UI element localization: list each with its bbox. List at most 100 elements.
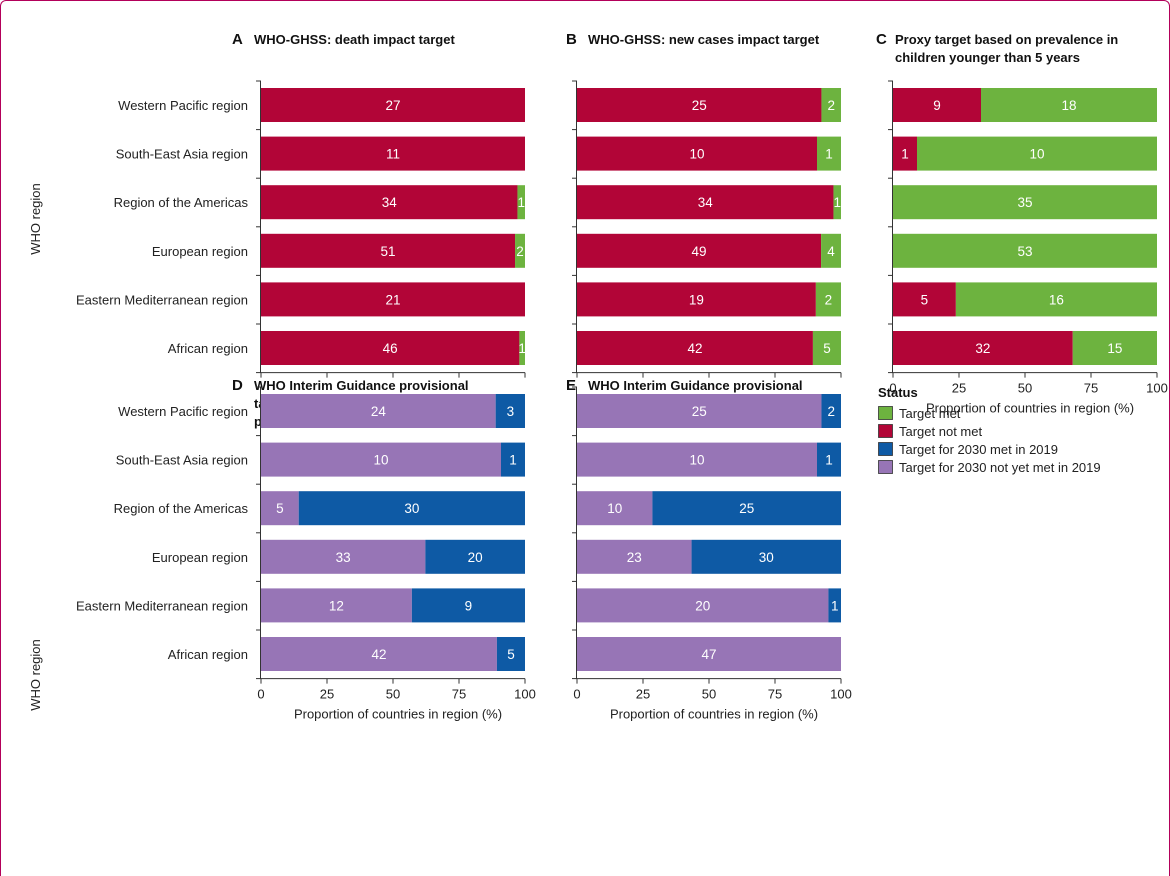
bar-value-label: 42 bbox=[371, 647, 386, 662]
bar-segment bbox=[691, 539, 841, 574]
legend-swatch bbox=[878, 406, 893, 420]
x-tick-label: 0 bbox=[889, 381, 896, 396]
category-label: European region bbox=[152, 244, 248, 259]
bar-segment bbox=[893, 233, 1157, 268]
bar-segment bbox=[893, 136, 917, 171]
panel-title-line: children younger than 5 years bbox=[895, 50, 1080, 65]
legend-swatch bbox=[878, 460, 893, 474]
legend-swatch bbox=[878, 424, 893, 438]
panel-a: A WHO-GHSS: death impact target WHO region… bbox=[28, 31, 526, 378]
bar-value-label: 51 bbox=[381, 244, 396, 259]
bar-segment bbox=[893, 185, 1157, 220]
bar-segment bbox=[261, 637, 497, 671]
bar-value-label: 10 bbox=[1029, 147, 1044, 162]
x-tick-label: 50 bbox=[386, 687, 400, 702]
bar-value-label: 1 bbox=[833, 195, 841, 210]
bar-value-label: 34 bbox=[698, 195, 714, 210]
bar-segment bbox=[577, 233, 822, 268]
bar-segment bbox=[261, 442, 501, 477]
bar-value-label: 34 bbox=[382, 195, 398, 210]
bar-segment bbox=[815, 282, 841, 317]
bar-segment bbox=[955, 282, 1157, 317]
legend-item-label: Target for 2030 met in 2019 bbox=[899, 442, 1058, 457]
bar-segment bbox=[577, 331, 813, 365]
legend-item-label: Target for 2030 not yet met in 2019 bbox=[899, 460, 1101, 475]
bar-segment bbox=[821, 394, 841, 428]
bar-value-label: 5 bbox=[276, 501, 284, 516]
legend-item-label: Target met bbox=[899, 406, 961, 421]
bar-segment bbox=[577, 588, 829, 623]
bar-segment bbox=[261, 233, 516, 268]
bar-value-label: 1 bbox=[831, 598, 839, 613]
bar-segment bbox=[981, 88, 1157, 122]
bar-value-label: 1 bbox=[509, 453, 517, 468]
panel-c: C Proxy target based on prevalence in chil… bbox=[876, 31, 1168, 416]
bar-segment bbox=[501, 442, 525, 477]
bar-value-label: 1 bbox=[825, 147, 833, 162]
panel-letter: C bbox=[876, 31, 887, 48]
y-axis-label: WHO region bbox=[28, 639, 43, 711]
category-label: African region bbox=[168, 341, 248, 356]
bar-value-label: 53 bbox=[1017, 244, 1032, 259]
bar-segment bbox=[577, 394, 822, 428]
bar-value-label: 24 bbox=[371, 404, 387, 419]
bar-segment bbox=[917, 136, 1157, 171]
bar-segment bbox=[495, 394, 525, 428]
x-axis-label: Proportion of countries in region (%) bbox=[294, 707, 502, 722]
bar-value-label: 27 bbox=[385, 98, 400, 113]
bar-value-label: 30 bbox=[759, 550, 774, 565]
bar-segment bbox=[261, 136, 525, 171]
bar-segment bbox=[812, 331, 841, 365]
bar-value-label: 30 bbox=[404, 501, 419, 516]
bar-value-label: 19 bbox=[689, 292, 704, 307]
bar-value-label: 1 bbox=[825, 453, 833, 468]
bar-value-label: 47 bbox=[701, 647, 716, 662]
category-label: Western Pacific region bbox=[118, 98, 248, 113]
panel-title-line: WHO Interim Guidance provisional bbox=[588, 378, 803, 393]
bar-value-label: 12 bbox=[329, 598, 344, 613]
bar-segment bbox=[577, 539, 692, 574]
bar-value-label: 11 bbox=[386, 147, 400, 162]
category-label: Region of the Americas bbox=[114, 501, 249, 516]
bar-value-label: 3 bbox=[507, 404, 515, 419]
x-tick-label: 75 bbox=[1084, 381, 1098, 396]
bar-value-label: 18 bbox=[1061, 98, 1076, 113]
bar-segment bbox=[821, 88, 841, 122]
bar-segment bbox=[261, 394, 496, 428]
bar-segment bbox=[261, 588, 412, 623]
x-tick-label: 50 bbox=[702, 687, 716, 702]
bar-value-label: 23 bbox=[627, 550, 642, 565]
bar-value-label: 49 bbox=[692, 244, 707, 259]
category-label: South-East Asia region bbox=[116, 147, 248, 162]
bar-segment bbox=[261, 185, 518, 220]
bar-segment bbox=[261, 282, 525, 317]
x-tick-label: 100 bbox=[514, 687, 536, 702]
bar-segment bbox=[298, 491, 525, 526]
bar-value-label: 42 bbox=[687, 341, 702, 356]
bar-value-label: 2 bbox=[825, 292, 833, 307]
bar-value-label: 1 bbox=[517, 195, 525, 210]
x-tick-label: 75 bbox=[768, 687, 782, 702]
bar-value-label: 4 bbox=[827, 244, 835, 259]
panel-letter: A bbox=[232, 31, 243, 48]
panel-title-line: WHO Interim Guidance provisional bbox=[254, 378, 469, 393]
bar-value-label: 20 bbox=[695, 598, 710, 613]
bar-value-label: 5 bbox=[507, 647, 515, 662]
bar-value-label: 46 bbox=[383, 341, 398, 356]
bar-segment bbox=[496, 637, 525, 671]
x-tick-label: 75 bbox=[452, 687, 466, 702]
category-label: Eastern Mediterranean region bbox=[76, 292, 248, 307]
legend-item-label: Target not met bbox=[899, 424, 982, 439]
category-label: South-East Asia region bbox=[116, 453, 248, 468]
bar-segment bbox=[577, 442, 817, 477]
legend-title: Status bbox=[878, 385, 918, 400]
x-axis-label: Proportion of countries in region (%) bbox=[926, 401, 1134, 416]
bar-value-label: 20 bbox=[468, 550, 483, 565]
panel-title-line: Proxy target based on prevalence in bbox=[895, 32, 1118, 47]
panel-letter: D bbox=[232, 377, 243, 394]
bar-segment bbox=[577, 282, 816, 317]
bar-segment bbox=[577, 88, 822, 122]
category-label: African region bbox=[168, 647, 248, 662]
